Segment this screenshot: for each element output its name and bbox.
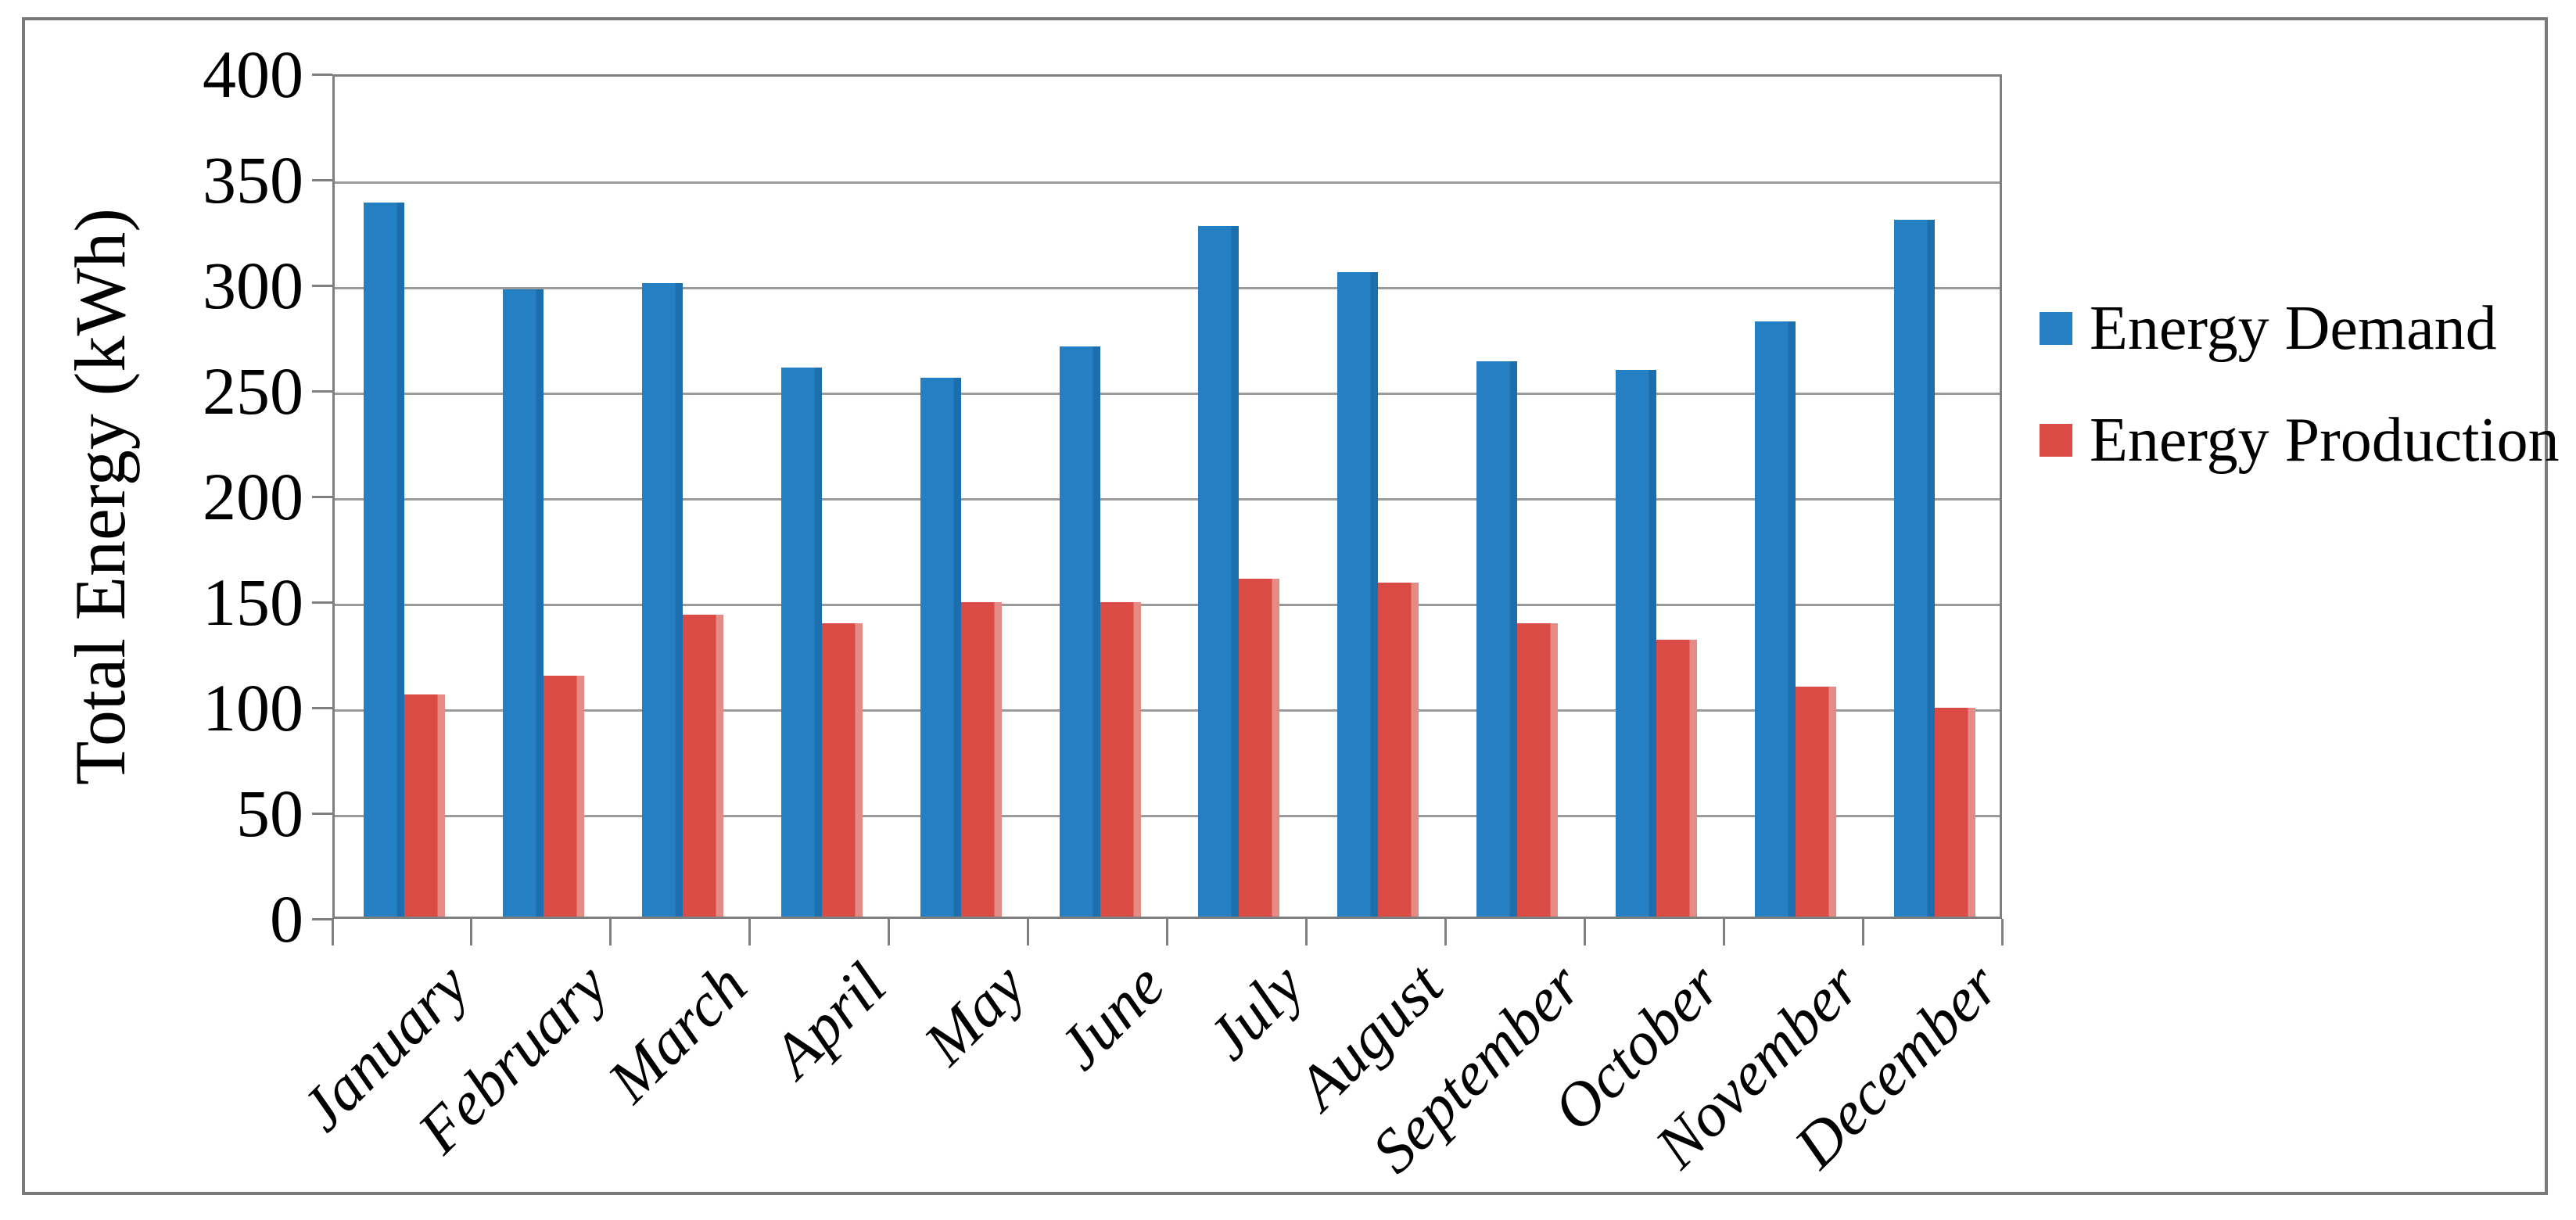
bar-energy-demand-april [781,368,822,917]
bar-energy-demand-july [1198,226,1239,917]
x-tick-mark-10 [1723,919,1725,946]
y-tick-mark-250 [312,390,332,393]
bar-energy-demand-june [1060,346,1100,917]
legend-label-energy-demand: Energy Demand [2090,293,2497,363]
bar-energy-demand-march [642,283,683,917]
y-tick-label-350: 350 [203,142,303,217]
bar-energy-production-august [1378,583,1419,917]
bar-energy-demand-february [503,289,544,917]
x-tick-mark-0 [332,919,334,946]
bar-energy-production-march [683,615,723,917]
legend-swatch-energy-demand [2040,312,2072,345]
bar-energy-production-october [1656,640,1697,917]
y-tick-mark-0 [312,918,332,920]
bar-energy-production-january [404,694,445,917]
y-tick-label-400: 400 [203,37,303,112]
y-tick-label-0: 0 [270,881,303,956]
x-tick-mark-4 [888,919,890,946]
bar-energy-demand-may [920,378,961,917]
gridline-y-350 [335,181,2000,184]
legend-swatch-energy-production [2040,424,2072,457]
y-tick-mark-350 [312,179,332,181]
bar-energy-production-december [1935,708,1975,917]
bar-energy-production-june [1100,602,1141,917]
y-tick-mark-400 [312,74,332,76]
legend-item-energy-demand: Energy Demand [2040,293,2497,364]
y-tick-label-150: 150 [203,565,303,640]
gridline-y-50 [335,815,2000,817]
gridline-y-250 [335,393,2000,395]
y-tick-mark-100 [312,707,332,709]
y-tick-label-300: 300 [203,248,303,323]
y-tick-mark-50 [312,813,332,815]
x-tick-mark-6 [1166,919,1168,946]
legend-label-energy-production: Energy Production [2090,405,2560,475]
bar-energy-demand-january [364,203,404,917]
x-tick-mark-2 [609,919,612,946]
bar-energy-demand-december [1894,220,1935,917]
gridline-y-150 [335,604,2000,606]
bar-energy-production-september [1517,623,1558,917]
y-tick-mark-200 [312,496,332,498]
gridline-y-300 [335,287,2000,289]
y-tick-label-200: 200 [203,459,303,534]
bar-energy-production-july [1239,579,1279,917]
x-tick-mark-12 [2001,919,2004,946]
bar-energy-demand-september [1476,361,1517,917]
legend-item-energy-production: Energy Production [2040,405,2560,475]
x-tick-mark-1 [470,919,472,946]
bar-energy-production-april [822,623,863,917]
bar-energy-production-november [1796,687,1836,917]
y-tick-label-50: 50 [236,776,303,851]
plot-area [332,74,2002,919]
gridline-y-100 [335,709,2000,712]
x-tick-mark-8 [1444,919,1447,946]
x-tick-mark-5 [1027,919,1029,946]
bar-energy-production-may [961,602,1002,917]
y-tick-mark-300 [312,285,332,287]
x-tick-mark-7 [1305,919,1308,946]
y-tick-label-250: 250 [203,353,303,429]
x-tick-mark-9 [1584,919,1586,946]
bar-energy-demand-october [1616,370,1656,917]
gridline-y-200 [335,498,2000,501]
bar-energy-demand-august [1337,272,1378,917]
y-tick-mark-150 [312,601,332,604]
x-tick-mark-3 [748,919,751,946]
bar-energy-demand-november [1755,321,1796,917]
x-tick-mark-11 [1862,919,1864,946]
y-tick-label-100: 100 [203,670,303,745]
bar-energy-production-february [544,676,584,917]
